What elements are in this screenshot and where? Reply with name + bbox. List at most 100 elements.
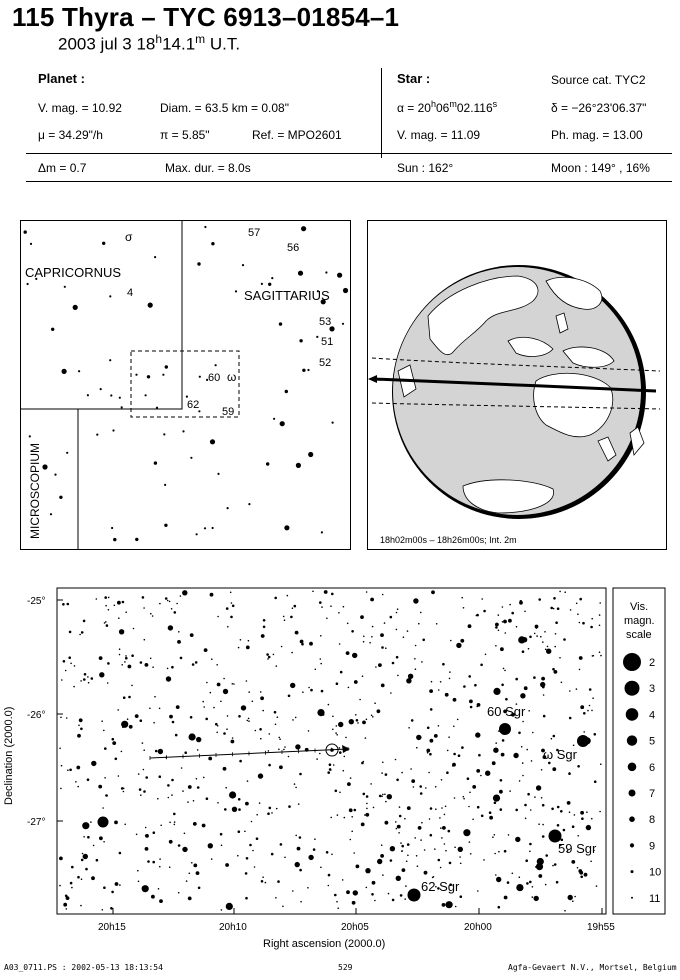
field-star: [275, 897, 277, 899]
field-star: [154, 695, 156, 698]
field-star: [278, 748, 280, 751]
field-star: [326, 617, 328, 620]
field-star: [485, 770, 491, 776]
finder-label-56: 56: [287, 242, 299, 254]
field-star: [233, 683, 235, 685]
field-star: [64, 669, 67, 672]
label-60-sgr: 60 Sgr: [487, 704, 526, 719]
legend-label-mag-5: 5: [649, 736, 655, 748]
field-star: [553, 670, 558, 674]
field-star: [180, 767, 183, 769]
planet-reference: Ref. = MPO2601: [252, 128, 342, 142]
field-star: [187, 785, 192, 789]
field-star: [463, 685, 466, 688]
field-star: [499, 808, 503, 811]
field-star: [216, 725, 219, 727]
field-star: [295, 744, 301, 750]
field-star: [365, 795, 369, 798]
earth-globe-panel: 18h02m00s – 18h26m00s; Int. 2m: [367, 220, 667, 550]
field-star: [600, 654, 602, 657]
field-star: [287, 755, 290, 758]
field-star: [396, 608, 399, 610]
finder-field-star: [66, 451, 69, 454]
field-star: [320, 635, 322, 637]
field-star: [203, 776, 205, 779]
field-star: [546, 645, 549, 648]
field-star: [497, 614, 500, 616]
field-star: [187, 801, 189, 803]
field-star: [158, 775, 162, 778]
field-star: [568, 716, 572, 720]
field-star: [500, 752, 505, 757]
field-star: [448, 677, 451, 680]
philippines-island: [555, 312, 569, 334]
field-star: [260, 880, 264, 883]
field-star: [536, 857, 544, 866]
field-star: [520, 746, 523, 748]
field-star: [168, 600, 171, 603]
field-star: [355, 864, 360, 869]
field-star: [118, 851, 122, 855]
field-star: [240, 705, 247, 711]
field-star: [571, 860, 576, 864]
field-star: [515, 836, 521, 843]
field-star: [293, 783, 296, 785]
field-star: [582, 621, 585, 625]
finder-field-star: [120, 406, 123, 409]
field-star: [347, 782, 351, 786]
field-star: [83, 836, 85, 838]
field-star: [374, 702, 376, 704]
field-star: [167, 796, 170, 799]
legend-items: 2 3 4 5 6 7 8 9 10 11: [623, 653, 661, 905]
field-star: [448, 861, 452, 865]
field-star: [503, 619, 507, 624]
field-star: [231, 604, 235, 608]
field-star: [118, 653, 121, 656]
field-star: [445, 901, 453, 909]
field-star: [253, 866, 256, 868]
field-star: [599, 602, 601, 604]
field-star: [491, 761, 496, 766]
field-star: [599, 810, 601, 813]
field-star: [384, 793, 386, 796]
ra-min: 06: [435, 101, 450, 115]
info-divider: [381, 68, 382, 158]
field-star: [426, 726, 430, 730]
field-star: [111, 737, 115, 741]
field-star: [275, 807, 278, 810]
field-star: [73, 685, 75, 688]
field-star: [257, 773, 264, 779]
finder-field-star: [42, 464, 48, 470]
finder-field-star: [96, 433, 99, 436]
field-star: [82, 619, 86, 623]
field-star: [117, 709, 119, 711]
field-star: [294, 861, 300, 868]
field-star: [143, 749, 145, 751]
field-star: [576, 867, 579, 869]
field-star: [245, 680, 248, 682]
field-star: [480, 663, 483, 667]
finder-field-star: [260, 282, 263, 285]
field-star: [387, 892, 390, 895]
field-star: [119, 884, 121, 886]
field-star: [493, 801, 497, 805]
field-star: [122, 787, 125, 790]
field-star: [355, 714, 357, 716]
field-star: [550, 737, 553, 740]
field-star: [552, 607, 555, 610]
finder-field-star: [316, 335, 319, 338]
field-star: [555, 880, 559, 884]
field-star: [78, 724, 80, 727]
field-star: [167, 625, 174, 631]
field-star: [544, 648, 547, 651]
sagittarius-label: SAGITTARIUS: [244, 288, 330, 303]
earth-globe-svg: 18h02m00s – 18h26m00s; Int. 2m: [368, 265, 661, 545]
field-star: [518, 780, 521, 782]
field-star: [271, 812, 273, 814]
field-star: [196, 736, 202, 743]
field-star: [164, 597, 168, 600]
finder-field-star: [63, 285, 66, 288]
field-star: [69, 768, 72, 772]
field-star: [384, 820, 389, 825]
field-star: [213, 706, 215, 709]
